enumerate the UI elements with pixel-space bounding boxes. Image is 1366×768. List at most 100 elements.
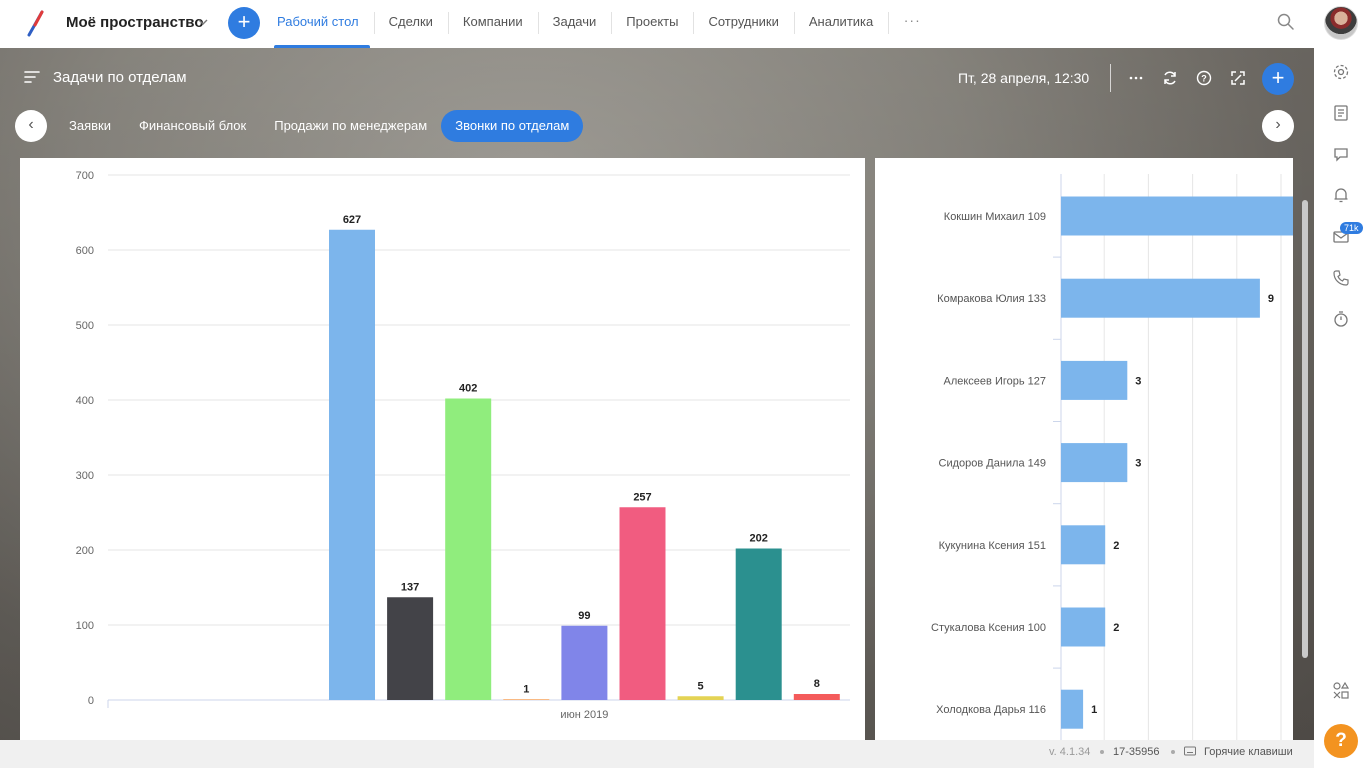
bar (1061, 443, 1128, 483)
data-label: 99 (578, 610, 590, 622)
nav-analytics[interactable]: Аналитика (793, 0, 888, 48)
nav-desktop[interactable]: Рабочий стол (262, 0, 374, 48)
top-bar: Моё пространство + Рабочий стол Сделки К… (0, 0, 1366, 48)
current-date: Пт, 28 апреля, 12:30 (958, 70, 1090, 86)
bar (1061, 689, 1084, 729)
y-tick-label: 700 (76, 170, 94, 182)
tabs-next-button[interactable]: › (1262, 110, 1294, 142)
settings-icon[interactable] (1332, 63, 1350, 81)
data-label: 3 (1135, 375, 1141, 387)
horizontal-bar-chart-panel: Кокшин Михаил 109 Комракова Юлия 133 9 Алек… (875, 158, 1293, 740)
menu-icon[interactable] (24, 70, 40, 84)
bar (735, 548, 782, 700)
tab-calls-by-department[interactable]: Звонки по отделам (441, 110, 584, 142)
bar (677, 696, 724, 700)
data-label: 257 (633, 491, 651, 503)
user-avatar[interactable] (1324, 6, 1358, 40)
footer-separator (1171, 750, 1175, 754)
vertical-bar-chart-panel: 0 100 200 300 400 500 600 700 627 137 402 1 99 257 5 20… (20, 158, 865, 740)
board-title: Задачи по отделам (53, 69, 187, 86)
y-tick-label: 400 (76, 395, 94, 407)
bar (1061, 607, 1106, 647)
data-label: 1 (1091, 704, 1097, 716)
bar (1061, 196, 1293, 236)
data-label: 402 (459, 383, 477, 395)
bar (1061, 525, 1106, 565)
report-tabs: Заявки Финансовый блок Продажи по менедж… (55, 110, 584, 142)
data-label: 2 (1113, 622, 1119, 634)
bar (793, 694, 840, 700)
chevron-down-icon[interactable] (197, 15, 209, 29)
svg-text:?: ? (1201, 74, 1207, 84)
hotkeys-link[interactable]: Горячие клавиши (1204, 746, 1293, 758)
refresh-icon[interactable] (1162, 70, 1178, 86)
y-tick-label: Комракова Юлия 133 (937, 293, 1046, 305)
tab-sales-by-manager[interactable]: Продажи по менеджерам (274, 118, 428, 133)
tab-finance[interactable]: Финансовый блок (138, 118, 247, 133)
scrollbar[interactable] (1302, 200, 1308, 658)
bar (503, 699, 550, 700)
calls-column-chart: 0 100 200 300 400 500 600 700 627 137 402 1 99 257 5 20… (76, 170, 850, 721)
data-label: 1 (523, 683, 529, 695)
build-number: 17-35956 (1113, 746, 1160, 758)
y-tick-label: Холодкова Дарья 116 (936, 704, 1046, 716)
add-widget-button[interactable]: + (1262, 63, 1294, 95)
x-tick-label: июн 2019 (560, 709, 608, 721)
more-icon[interactable] (1128, 70, 1144, 86)
data-label: 8 (814, 678, 820, 690)
fullscreen-icon[interactable] (1230, 70, 1246, 86)
y-tick-label: 200 (76, 545, 94, 557)
nav-companies[interactable]: Компании (447, 0, 538, 48)
y-tick-label: Кокшин Михаил 109 (944, 211, 1046, 223)
timer-icon[interactable] (1332, 310, 1350, 328)
data-label: 5 (698, 680, 704, 692)
y-tick-label: 300 (76, 470, 94, 482)
main-nav: Рабочий стол Сделки Компании Задачи Прое… (262, 0, 936, 48)
nav-employees[interactable]: Сотрудники (693, 0, 793, 48)
app-version: v. 4.1.34 (1049, 746, 1091, 758)
data-label: 9 (1268, 293, 1274, 305)
footer-separator (1100, 750, 1104, 754)
bar (1061, 278, 1260, 318)
right-sidebar (1314, 48, 1366, 768)
data-label: 627 (343, 214, 361, 226)
bar (387, 597, 434, 700)
bar (561, 625, 608, 700)
y-tick-label: 0 (88, 695, 94, 707)
bar (445, 398, 492, 700)
tab-requests[interactable]: Заявки (69, 118, 111, 133)
nav-projects[interactable]: Проекты (611, 0, 693, 48)
bar (329, 229, 375, 700)
app-logo-icon[interactable] (20, 9, 50, 39)
support-button[interactable]: ? (1324, 724, 1358, 758)
help-circle-icon[interactable]: ? (1196, 70, 1212, 86)
calls-by-employee-chart: Кокшин Михаил 109 Комракова Юлия 133 9 Алек… (931, 174, 1293, 740)
data-label: 202 (750, 533, 768, 545)
chat-icon[interactable] (1332, 145, 1350, 163)
phone-icon[interactable] (1332, 269, 1350, 287)
y-tick-label: Стукалова Ксения 100 (931, 622, 1046, 634)
keyboard-icon (1184, 746, 1196, 756)
nav-tasks[interactable]: Задачи (537, 0, 612, 48)
y-tick-label: Сидоров Данила 149 (939, 458, 1047, 470)
y-tick-label: Кукунина Ксения 151 (939, 540, 1046, 552)
data-label: 137 (401, 581, 419, 593)
footer-bar (0, 740, 1314, 768)
document-icon[interactable] (1332, 104, 1350, 122)
y-tick-label: 600 (76, 245, 94, 257)
y-tick-label: Алексеев Игорь 127 (944, 375, 1047, 387)
header-divider (1110, 64, 1111, 92)
workspace-title[interactable]: Моё пространство (66, 14, 204, 31)
create-button[interactable]: + (228, 7, 260, 39)
widgets-icon[interactable] (1332, 681, 1350, 699)
data-label: 2 (1113, 540, 1119, 552)
nav-deals[interactable]: Сделки (373, 0, 448, 48)
bell-icon[interactable] (1332, 186, 1350, 204)
bar (619, 507, 666, 700)
nav-more-button[interactable]: ··· (888, 0, 936, 48)
search-icon[interactable] (1276, 12, 1296, 32)
mail-count-badge: 71k (1340, 222, 1363, 234)
bar (1061, 360, 1128, 400)
y-tick-label: 100 (76, 620, 94, 632)
tabs-prev-button[interactable]: ‹ (15, 110, 47, 142)
